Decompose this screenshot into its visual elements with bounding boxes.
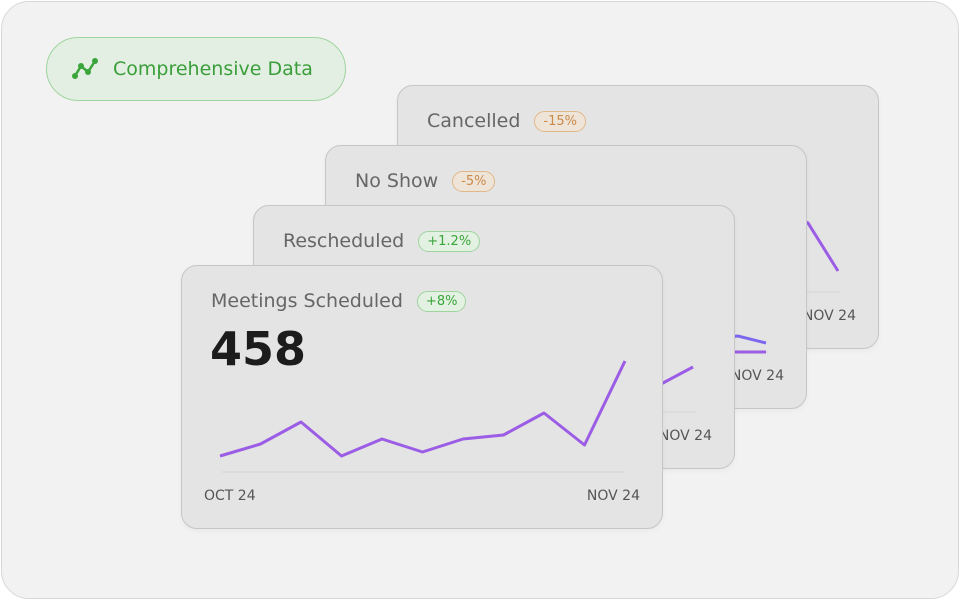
trend-line: [219, 360, 627, 458]
end-date: NOV 24: [730, 368, 784, 384]
change-badge: -15%: [534, 110, 586, 132]
pill-label: Comprehensive Data: [113, 58, 313, 80]
card-head: No Show -5%: [355, 170, 496, 192]
card-head: Meetings Scheduled +8%: [211, 290, 467, 312]
metric-card: Meetings Scheduled +8% 458 OCT 24 NOV 24: [181, 265, 663, 529]
card-title: Cancelled: [427, 110, 521, 132]
feature-pill: Comprehensive Data: [46, 37, 346, 101]
card-plot: [219, 360, 627, 473]
card-title: No Show: [355, 170, 439, 192]
total-value: 458: [210, 322, 307, 376]
change-badge: +8%: [416, 290, 467, 312]
card-title: Rescheduled: [283, 230, 405, 252]
start-date: OCT 24: [204, 488, 256, 504]
card-head: Rescheduled +1.2%: [283, 230, 481, 252]
change-badge: +1.2%: [418, 230, 481, 252]
end-date: NOV 24: [802, 308, 856, 324]
end-date: NOV 24: [586, 488, 640, 504]
card-head: Cancelled -15%: [427, 110, 586, 132]
chart-icon: [72, 58, 98, 79]
card-title: Meetings Scheduled: [211, 290, 403, 312]
change-badge: -5%: [452, 170, 496, 192]
end-date: NOV 24: [658, 428, 712, 444]
